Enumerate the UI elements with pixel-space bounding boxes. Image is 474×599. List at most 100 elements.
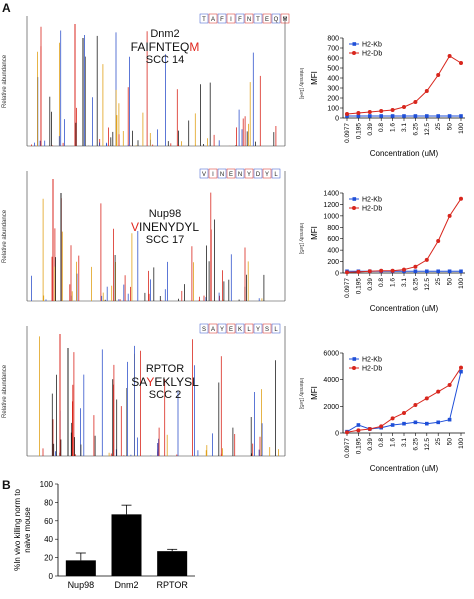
fragment-box [226,168,236,179]
mfi-x-tick-label: 1.6 [390,123,397,132]
mfi-y-tick-label: 1200 [323,202,339,209]
mfi-point [390,416,395,421]
bar [157,551,188,576]
spectrum-y2label: Intensity [1e4] [298,68,304,100]
fragment-box [217,323,227,334]
mfi-point [390,108,395,112]
bar-y-tick-label: 20 [44,554,53,563]
legend-marker [352,357,357,361]
fragment-letter: E [229,327,233,333]
mfi-point [390,114,395,118]
mfi-x-tick-label: 0.195 [355,123,362,140]
mfi-point [356,423,361,427]
bar-y-tick-label: 0 [49,572,54,581]
mfi-point [459,61,463,65]
mfi-point [379,424,384,429]
mfi-point [436,389,441,394]
protein-name: RPTOR [145,363,185,375]
killing-bar-chart: 0 20 40 60 80 100 %In vivo killing norm to naiv… [13,480,195,590]
mfi-point [413,403,418,407]
mfi-x-tick-label: 25 [435,438,442,446]
mfi-point [356,111,361,115]
bar-y-axis-label: %In vivo killing norm to [13,489,22,571]
mfi-x-tick-label: 0.8 [378,438,385,447]
fragment-box [208,13,218,24]
scc-label: SCC 2 [148,389,182,401]
mfi-point [345,112,349,116]
mfi-y-tick-label: 200 [327,96,339,103]
mfi-x-tick-label: 0.0977 [344,278,351,298]
mfi-x-tick-label: 100 [458,123,465,134]
mfi-point [459,196,463,201]
fragment-letter: N [238,172,242,178]
mfi-point [345,270,349,275]
mfi-y-tick-label: 6000 [323,351,339,358]
mfi-x-axis-label: Concentration (uM) [370,304,439,313]
fragment-box [262,13,272,24]
spectrum-y2label: Intensity [1e5] [298,378,304,410]
fragment-letter: T [202,17,206,23]
legend-marker [352,366,356,370]
fragment-box [199,168,209,179]
mfi-point [459,369,463,374]
mfi-y-tick-label: 500 [327,66,339,73]
mfi-point [390,268,395,273]
protein-name: Dnm2 [150,28,180,40]
mfi-point [402,105,406,109]
fragment-letter: A [211,17,215,23]
bar-y-tick-label: 100 [40,480,54,489]
fragment-letter: N [247,17,251,23]
mfi-y-tick-label: 800 [327,36,339,43]
bar-y-tick-label: 60 [44,517,53,526]
mfi-point [413,420,418,425]
mfi-x-tick-label: 12.5 [424,438,431,451]
bar-category-label: Nup98 [68,580,95,590]
scc-label: SCC 14 [145,54,185,66]
mfi-point [356,269,361,274]
fragment-box [244,13,254,24]
fragment-letter: S [265,327,269,333]
mfi-x-tick-label: 6.25 [412,438,419,451]
mfi-point [367,427,372,431]
mfi-point [425,269,429,274]
mfi-chart-dnm2: 0 100 200 300 400 500 600 700 800 0.0977 0.195 0.39… [310,36,465,158]
fragment-letter: Y [265,172,269,178]
bar-y-axis-label: naive mouse [23,507,32,553]
fragment-box [226,13,236,24]
mfi-x-tick-label: 3.1 [401,278,408,287]
mfi-point [413,114,418,118]
mfi-y-tick-label: 100 [327,106,339,113]
fragment-letter: F [238,17,242,23]
mfi-point [447,269,452,274]
fragment-box [244,323,254,334]
peptide-label-rptor: RPTOR SAYEKLYSL SCC 2 [115,363,215,402]
fragment-letter: V [202,172,206,178]
fragment-letter: L [247,327,251,333]
mfi-point [447,417,452,422]
mfi-x-tick-label: 50 [447,278,454,286]
spectrum-ylabel: Relative abundance [2,209,8,263]
fragment-letter: Y [256,327,260,333]
mfi-point [413,269,418,274]
fragment-letter: Y [220,327,224,333]
mfi-point [379,268,384,273]
fragment-box [244,168,254,179]
mfi-point [436,114,440,118]
fragment-box [280,13,290,24]
mfi-point [459,365,463,370]
bar [111,514,142,576]
mfi-y-tick-label: 400 [327,76,339,83]
fragment-letter: Q [274,17,279,23]
fragment-box [235,13,245,24]
mfi-point [367,110,372,114]
mfi-point [447,114,452,118]
mfi-y-tick-label: 300 [327,86,339,93]
fragment-box [226,323,236,334]
mfi-point [447,383,452,387]
mfi-x-axis-label: Concentration (uM) [370,149,439,158]
mfi-point [436,73,441,77]
mfi-point [425,421,429,426]
